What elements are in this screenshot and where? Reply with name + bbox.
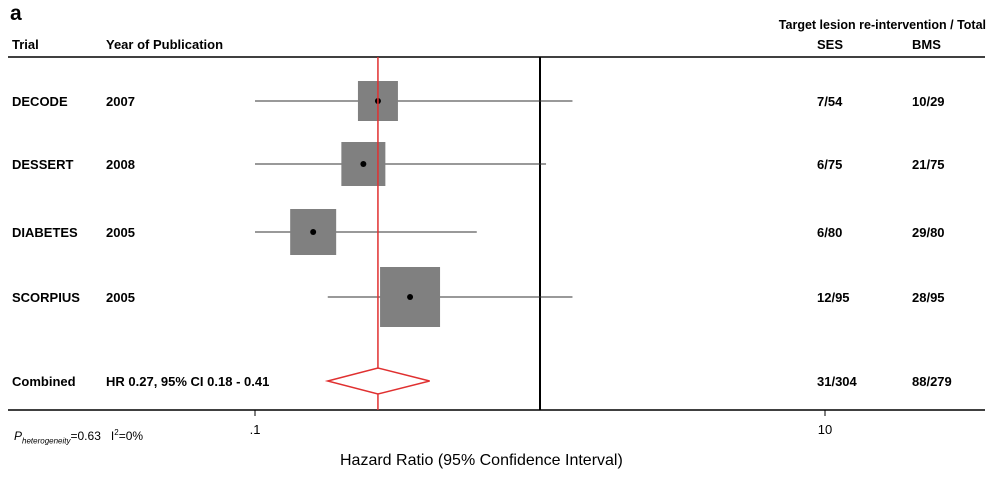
ses-header: SES	[817, 37, 844, 52]
outcome-header: Target lesion re-intervention / Total	[778, 18, 986, 32]
ses-count: 12/95	[817, 290, 850, 305]
ses-count: 6/80	[817, 225, 842, 240]
i2-label: I	[110, 429, 115, 443]
point-estimate	[407, 294, 414, 300]
combined-summary: HR 0.27, 95% CI 0.18 - 0.41	[106, 374, 269, 389]
combined-ses: 31/304	[817, 374, 858, 389]
trial-name: SCORPIUS	[12, 290, 80, 305]
trial-header: Trial	[12, 37, 39, 52]
bms-count: 28/95	[912, 290, 945, 305]
heterogeneity-stats: Pheterogeneity=0.63 I2=0%	[14, 428, 143, 445]
ses-count: 7/54	[817, 94, 843, 109]
panel-label: a	[10, 2, 22, 25]
p-value: =0.63	[70, 429, 101, 443]
bms-count: 21/75	[912, 157, 945, 172]
point-estimate	[360, 161, 367, 167]
ses-count: 6/75	[817, 157, 842, 172]
trial-name: DESSERT	[12, 157, 73, 172]
trial-name: DIABETES	[12, 225, 78, 240]
study-year: 2005	[106, 290, 135, 305]
study-year: 2008	[106, 157, 135, 172]
study-year: 2005	[106, 225, 135, 240]
bms-count: 10/29	[912, 94, 945, 109]
combined-diamond	[324, 367, 430, 395]
i2-superscript: 2	[114, 428, 119, 437]
combined-label: Combined	[12, 374, 76, 389]
trial-name: DECODE	[12, 94, 68, 109]
x-tick-label: 10	[818, 422, 832, 437]
bms-header: BMS	[912, 37, 941, 52]
i2-value: =0%	[118, 429, 144, 443]
study-year: 2007	[106, 94, 135, 109]
p-subscript: heterogeneity	[22, 436, 71, 446]
combined-bms: 88/279	[912, 374, 952, 389]
bms-count: 29/80	[912, 225, 945, 240]
x-tick-label: .1	[250, 422, 261, 437]
year-header: Year of Publication	[106, 37, 224, 52]
point-estimate	[310, 229, 317, 235]
x-axis-label: Hazard Ratio (95% Confidence Interval)	[340, 452, 623, 469]
p-label: P	[14, 429, 23, 443]
